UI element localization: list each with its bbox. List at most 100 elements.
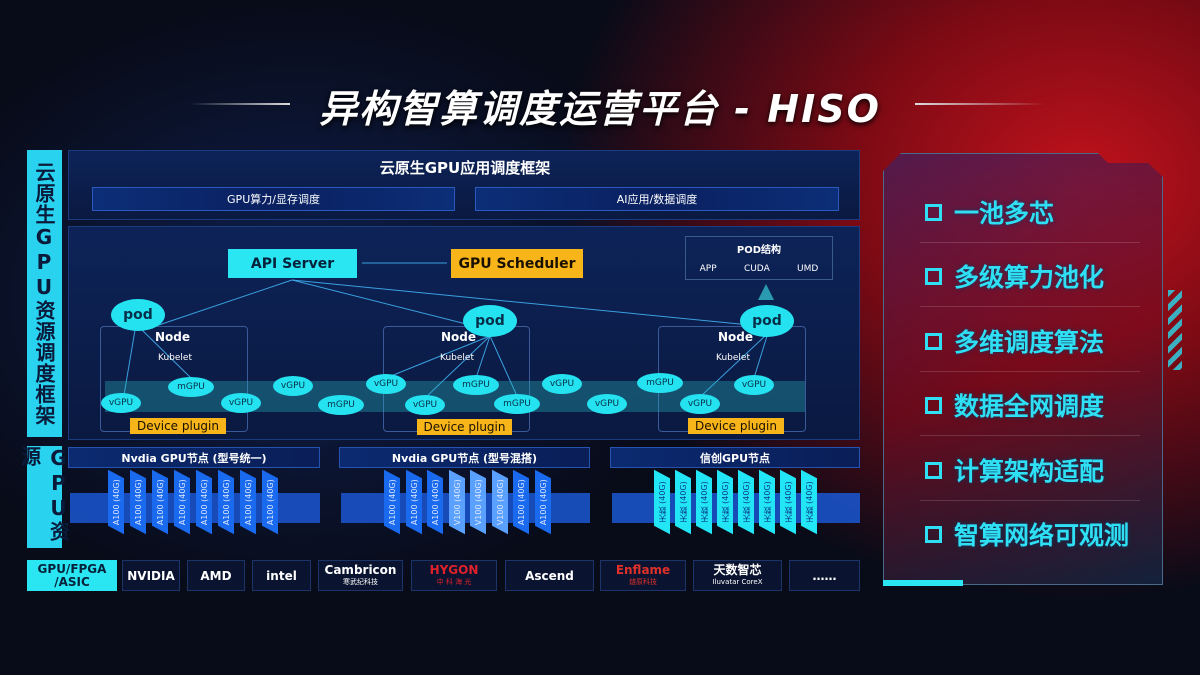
pod-ellipse: pod — [463, 305, 517, 337]
feature-item: 计算架构适配 — [925, 452, 1104, 488]
link-node1 — [149, 279, 293, 329]
vgpu-ellipse: vGPU — [680, 394, 720, 414]
checkbox-icon — [925, 203, 942, 221]
gpu-chip-label: A100 (40G) — [516, 479, 526, 525]
mgpu-ellipse: mGPU — [168, 377, 214, 397]
mgpu-ellipse: mGPU — [318, 395, 364, 415]
gpu-chip-label: 天数 (40G) — [783, 481, 793, 523]
gpu-chip: A100 (40G) — [240, 469, 256, 535]
pod-cuda: CUDA — [743, 264, 770, 274]
node-label: Node — [155, 330, 191, 344]
page-title: 异构智算调度运营平台 - HISO — [319, 87, 881, 131]
gpu-chip: 天数 (40G) — [696, 469, 712, 535]
feature-item: 数据全网调度 — [925, 387, 1104, 423]
gpu-chip: A100 (40G) — [152, 469, 168, 535]
gpu-chip-label: 天数 (40G) — [657, 481, 667, 523]
gpu-chip: 天数 (40G) — [717, 469, 733, 535]
pod-ellipse: pod — [740, 305, 794, 337]
gpu-chip-label: 天数 (40G) — [720, 481, 730, 523]
gpu-chip-label: 天数 (40G) — [699, 481, 709, 523]
feature-label: 一池多芯 — [954, 199, 1055, 228]
vendor-name: Ascend — [525, 568, 574, 583]
feature-divider — [920, 371, 1140, 372]
feature-divider — [920, 435, 1140, 436]
vendor-name: intel — [266, 568, 297, 583]
gpu-chip-label: V100 (40G) — [473, 479, 483, 525]
link-node3 — [291, 279, 751, 326]
checkbox-icon — [925, 525, 942, 543]
feature-item: 智算网络可观测 — [925, 516, 1129, 552]
vgpu-ellipse: vGPU — [405, 395, 445, 415]
gpu-chip-label: A100 (40G) — [199, 479, 209, 525]
gpu-chip-label: 天数 (40G) — [804, 481, 814, 523]
vendor-logo: Cambricon 寒武纪科技 — [318, 560, 403, 591]
vgpu-ellipse: vGPU — [587, 394, 627, 414]
pod-structure-title: POD结构 — [736, 245, 782, 256]
feature-item: 一池多芯 — [925, 194, 1054, 230]
pod-umd: UMD — [797, 264, 819, 274]
title-line-left — [190, 103, 290, 105]
vendor-subname: 寒武纪科技 — [343, 577, 378, 586]
vendor-name: Cambricon — [324, 562, 397, 577]
gpu-chip: A100 (40G) — [218, 469, 234, 535]
gpu-chip: V100 (40G) — [491, 469, 508, 535]
device-plugin: Device plugin — [417, 419, 512, 435]
vgpu-ellipse: vGPU — [101, 393, 141, 413]
sub-gpu-scheduling: GPU算力/显存调度 — [92, 187, 455, 211]
gpu-scheduler-box: GPU Scheduler — [451, 249, 583, 278]
device-plugin: Device plugin — [688, 418, 784, 434]
vendor-logo: HYGON 中 科 海 光 — [411, 560, 497, 591]
gpu-chip: 天数 (40G) — [654, 469, 670, 535]
decorative-stripes — [1168, 290, 1182, 370]
vgpu-ellipse: vGPU — [542, 374, 582, 394]
gpu-chip-label: A100 (40G) — [155, 479, 165, 525]
api-server-box: API Server — [228, 249, 357, 278]
pod-structure-box: POD结构 APP CUDA UMD — [685, 236, 833, 280]
kubelet-label: Kubelet — [440, 353, 474, 363]
vendor-logo: NVIDIA — [122, 560, 180, 591]
device-plugin: Device plugin — [130, 418, 226, 434]
gpu-chip-label: 天数 (40G) — [762, 481, 772, 523]
gpu-node-base — [612, 493, 860, 523]
framework-label: 云原生GPU资源调度框架 — [27, 150, 62, 437]
vendor-name: AMD — [200, 568, 232, 583]
gpu-chip-label: A100 (40G) — [221, 479, 231, 525]
app-framework-panel: 云原生GPU应用调度框架 GPU算力/显存调度 AI应用/数据调度 — [68, 150, 860, 220]
gpu-chip-label: V100 (40G) — [495, 479, 504, 525]
vendor-logo: …… — [789, 560, 860, 591]
sub-ai-scheduling: AI应用/数据调度 — [475, 187, 839, 211]
gpu-chip: 天数 (40G) — [738, 469, 754, 535]
checkbox-icon — [925, 332, 942, 350]
vgpu-ellipse: vGPU — [221, 393, 261, 413]
vendor-logo: Enflame 燧原科技 — [600, 560, 686, 591]
feature-label: 多级算力池化 — [954, 263, 1105, 292]
gpu-chip-label: A100 (40G) — [243, 479, 253, 525]
vgpu-ellipse: vGPU — [273, 376, 313, 396]
vendor-logo: AMD — [187, 560, 245, 591]
node-label: Node — [441, 330, 477, 344]
vendor-name: 天数智芯 — [713, 562, 762, 577]
gpu-chip-label: V100 (40G) — [452, 479, 461, 525]
pod-app: APP — [699, 264, 717, 274]
gpu-chip-label: A100 (40G) — [111, 479, 121, 525]
gpu-chip: A100 (40G) — [427, 469, 443, 535]
gpu-chip-label: A100 (40G) — [430, 479, 440, 525]
gpu-chip-label: 天数 (40G) — [678, 481, 688, 523]
gpu-chip: 天数 (40G) — [780, 469, 796, 535]
vgpu-ellipse: vGPU — [734, 375, 774, 395]
gpu-chip-label: A100 (40G) — [133, 479, 143, 525]
gpu-chip-label: A100 (40G) — [538, 479, 547, 525]
feature-label: 多维调度算法 — [954, 328, 1105, 357]
gpu-chip: 天数 (40G) — [801, 469, 817, 535]
gpu-chip-label: 天数 (40G) — [741, 481, 751, 523]
mgpu-ellipse: mGPU — [637, 373, 683, 393]
vendor-name: …… — [812, 568, 837, 583]
vgpu-ellipse: vGPU — [366, 374, 406, 394]
gpu-chip: V100 (40G) — [448, 469, 465, 535]
checkbox-icon — [925, 461, 942, 479]
gpu-chip: V100 (40G) — [470, 469, 486, 535]
gpu-chip-label: A100 (40G) — [387, 479, 397, 525]
gpu-chip: A100 (40G) — [384, 469, 400, 535]
vendor-name: NVIDIA — [127, 568, 175, 583]
